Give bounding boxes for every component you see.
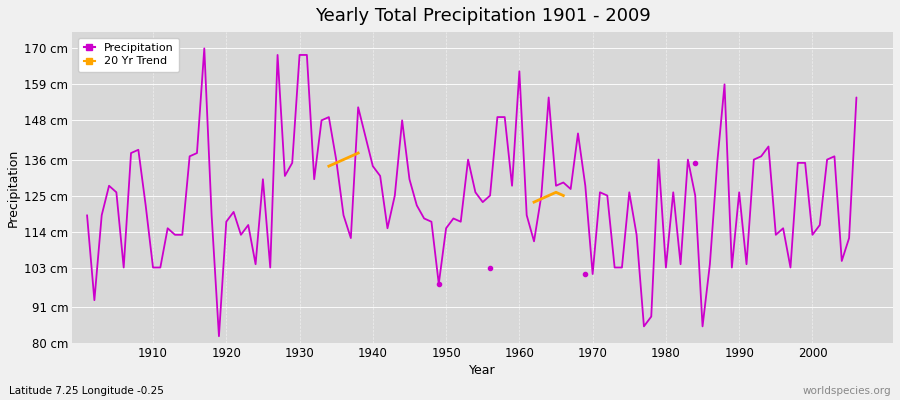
Y-axis label: Precipitation: Precipitation [7,148,20,226]
X-axis label: Year: Year [470,364,496,377]
Text: Latitude 7.25 Longitude -0.25: Latitude 7.25 Longitude -0.25 [9,386,164,396]
Text: worldspecies.org: worldspecies.org [803,386,891,396]
Legend: Precipitation, 20 Yr Trend: Precipitation, 20 Yr Trend [78,38,179,72]
Title: Yearly Total Precipitation 1901 - 2009: Yearly Total Precipitation 1901 - 2009 [315,7,651,25]
